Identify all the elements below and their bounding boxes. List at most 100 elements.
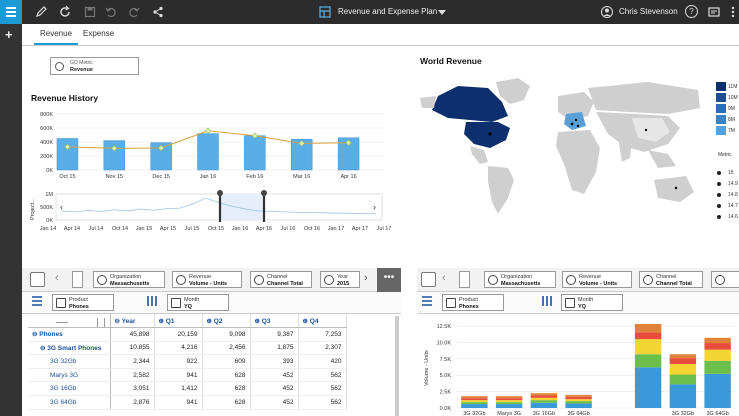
metric-selector[interactable]: GO Metric Revenue	[50, 57, 139, 75]
map-region-south-america	[488, 166, 514, 214]
table-cell[interactable]: 452	[250, 368, 299, 383]
row-header[interactable]: 3G 32Gb	[28, 354, 111, 369]
legend-label: 11M	[728, 84, 738, 90]
map-region-usa	[464, 122, 510, 148]
title-dropdown-icon[interactable]	[435, 5, 449, 19]
edit-pencil-icon[interactable]	[34, 5, 48, 19]
filter-pill-revenue[interactable]: Revenue Volume - Units	[172, 271, 242, 288]
table-cell[interactable]: 20,159	[154, 327, 203, 342]
filter-pill-label: Channel	[656, 274, 677, 280]
filter-pill-label: Year	[337, 274, 349, 280]
table-cell[interactable]: 2,456	[202, 341, 251, 356]
undo-icon[interactable]	[104, 5, 118, 19]
table-cell[interactable]: 4,216	[154, 341, 203, 356]
filter-pill-partial[interactable]	[711, 271, 739, 288]
scroll-left-icon[interactable]: ‹	[55, 272, 59, 284]
table-cell[interactable]: 562	[298, 381, 347, 397]
table-cell[interactable]: 941	[154, 395, 203, 410]
row-header[interactable]: ⊖ Phones	[28, 327, 111, 342]
save-icon[interactable]	[83, 5, 97, 19]
help-icon[interactable]: ?	[685, 5, 698, 18]
crosstab-view-icon[interactable]	[30, 272, 45, 287]
metric-icon	[55, 62, 64, 71]
filter-pill-year[interactable]: Year 2015	[320, 271, 360, 288]
table-cell[interactable]: 562	[298, 368, 347, 383]
table-cell[interactable]: 420	[298, 354, 347, 369]
filter-icon	[488, 275, 498, 285]
size-legend-dot	[717, 182, 721, 186]
row-pill-product[interactable]: Product Phones	[52, 294, 114, 311]
user-avatar-icon[interactable]	[600, 5, 614, 19]
tab-revenue[interactable]: Revenue	[34, 29, 78, 45]
redo-icon[interactable]	[127, 5, 141, 19]
user-name[interactable]: Chris Stevenson	[619, 7, 678, 16]
map-bubble	[574, 118, 578, 122]
table-scrollbar[interactable]	[395, 316, 399, 416]
chart-view-icon[interactable]	[421, 272, 436, 287]
filter-pill-channel[interactable]: Channel Channel Total	[639, 271, 703, 288]
forecast-point	[204, 127, 212, 134]
table-cell[interactable]: 609	[202, 354, 251, 369]
scroll-right-icon[interactable]: ›	[364, 272, 368, 284]
scroll-left-icon[interactable]: ‹	[442, 272, 446, 284]
hamburger-menu-icon[interactable]	[0, 0, 22, 24]
messages-icon[interactable]	[707, 5, 721, 19]
table-cell[interactable]: 562	[298, 395, 347, 410]
table-cell[interactable]: 628	[202, 381, 251, 397]
table-cell[interactable]: 2,876	[110, 395, 155, 410]
col-header-year[interactable]: ⊖ Year	[110, 314, 155, 329]
col-pill-month[interactable]: Month YQ	[167, 294, 229, 311]
tab-expense[interactable]: Expense	[83, 29, 115, 38]
more-icon[interactable]	[726, 5, 739, 19]
table-cell[interactable]: 2,344	[110, 354, 155, 369]
table-cell[interactable]: 452	[250, 381, 299, 397]
x-tick-label: 3G 64Gb	[706, 411, 728, 416]
stack-segment	[565, 403, 592, 408]
table-cell[interactable]: 10,855	[110, 341, 155, 356]
row-header[interactable]: Marys 3G	[28, 368, 111, 383]
table-cell[interactable]: 2,582	[110, 368, 155, 383]
table-cell[interactable]: 3,051	[110, 381, 155, 397]
col-header-q3[interactable]: ⊕ Q3	[250, 314, 299, 329]
col-header-q2[interactable]: ⊕ Q2	[202, 314, 251, 329]
table-cell[interactable]: 922	[154, 354, 203, 369]
table-cell[interactable]: 628	[202, 368, 251, 383]
metric-label: GO Metric	[70, 60, 93, 66]
filter-leading-icon[interactable]	[72, 271, 83, 288]
table-cell[interactable]: 1,412	[154, 381, 203, 397]
refresh-icon[interactable]	[58, 5, 72, 19]
add-icon[interactable]: +	[5, 27, 13, 42]
table-cell[interactable]: 393	[250, 354, 299, 369]
x-tick-label: Apr 15	[160, 226, 176, 232]
table-cell[interactable]: 2,307	[298, 341, 347, 356]
table-cell[interactable]: 7,253	[298, 327, 347, 342]
filter-pill-organization[interactable]: Organization Massachusetts	[93, 271, 165, 288]
filter-pill-channel[interactable]: Channel Channel Total	[250, 271, 312, 288]
filter-leading-icon[interactable]	[459, 271, 470, 288]
table-cell[interactable]: 9,387	[250, 327, 299, 342]
filter-pill-organization[interactable]: Organization Massachusetts	[484, 271, 556, 288]
col-pill-month[interactable]: Month YQ	[561, 294, 623, 311]
row-header[interactable]: ⊖ 3G Smart Phones	[28, 341, 111, 356]
row-header[interactable]: 3G 16Gb	[28, 381, 111, 397]
table-cell[interactable]: 45,898	[110, 327, 155, 342]
more-options-icon[interactable]: •••	[377, 268, 401, 292]
row-header[interactable]: 3G 64Gb	[28, 395, 111, 410]
table-cell[interactable]: 941	[154, 368, 203, 383]
filter-pill-revenue[interactable]: Revenue Volume - Units	[562, 271, 632, 288]
x-tick-label: 3G 16Gb	[533, 411, 555, 416]
stack-segment	[704, 349, 731, 361]
x-tick-label: 3G 32Gb	[463, 411, 485, 416]
left-panel-filter-bar: ‹ Organization Massachusetts Revenue Vol…	[22, 268, 401, 292]
x-tick-label: Jul 15	[185, 226, 200, 232]
table-cell[interactable]: 1,875	[250, 341, 299, 356]
col-header-q4[interactable]: ⊕ Q4	[298, 314, 347, 329]
share-icon[interactable]	[151, 5, 165, 19]
row-pill-product[interactable]: Product Phones	[442, 294, 504, 311]
table-cell[interactable]: 452	[250, 395, 299, 410]
col-header-q1[interactable]: ⊕ Q1	[154, 314, 203, 329]
table-cell[interactable]: 628	[202, 395, 251, 410]
legend-swatch	[716, 126, 726, 135]
table-cell[interactable]: 9,098	[202, 327, 251, 342]
world-revenue-map[interactable]	[418, 68, 708, 218]
